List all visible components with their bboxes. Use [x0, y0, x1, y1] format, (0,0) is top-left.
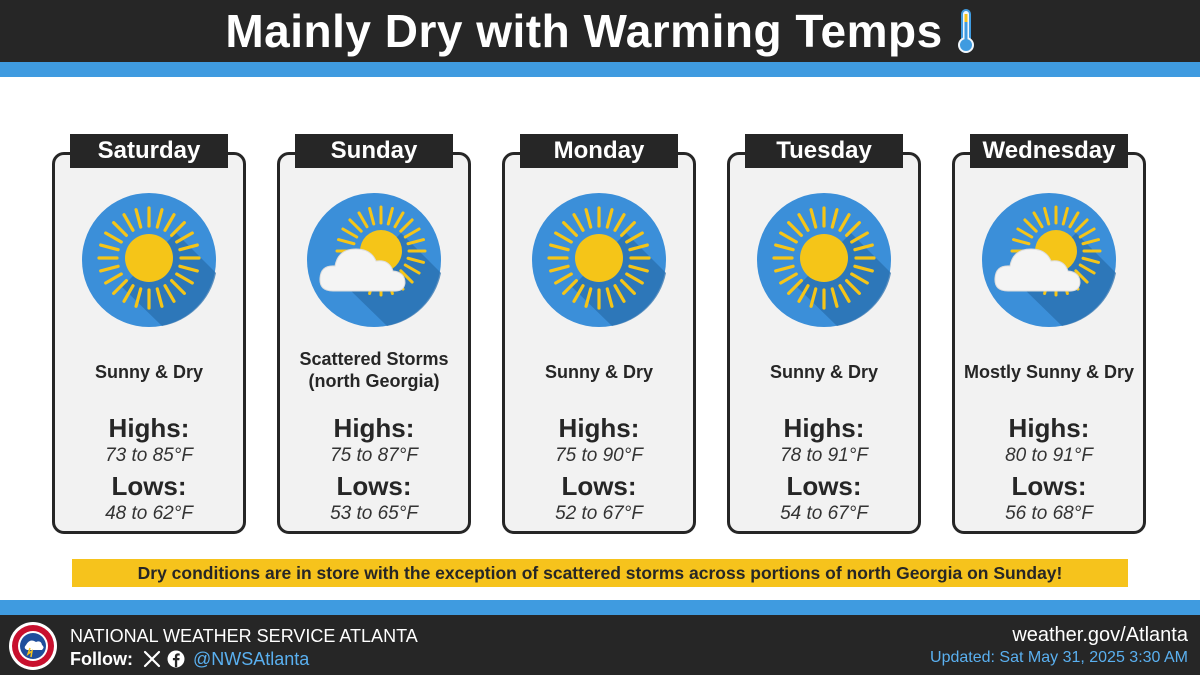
office-name: NATIONAL WEATHER SERVICE ATLANTA	[70, 626, 418, 646]
highs-range: 78 to 91°F	[780, 445, 868, 466]
highs-range: 80 to 91°F	[1005, 445, 1093, 466]
lows-label: Lows:	[561, 471, 637, 501]
lows-range: 52 to 67°F	[555, 503, 643, 524]
forecast-card: Mostly Sunny & Dry Highs: 80 to 91°F Lows: 5…	[952, 152, 1146, 534]
highs-label: Highs:	[558, 413, 640, 443]
updated-timestamp: Updated: Sat May 31, 2025 3:30 AM	[930, 649, 1188, 666]
footer-bar: NATIONAL WEATHER SERVICE ATLANTA Follow:…	[0, 615, 1200, 675]
social-handle-link[interactable]: @NWSAtlanta	[192, 648, 310, 669]
forecast-card: Sunny & Dry Highs: 78 to 91°F Lows: 54 to 67…	[727, 152, 921, 534]
highs-range: 73 to 85°F	[105, 445, 193, 466]
highs-label: Highs:	[333, 413, 415, 443]
highs-label: Highs:	[108, 413, 190, 443]
facebook-icon[interactable]	[167, 650, 185, 668]
lows-range: 54 to 67°F	[780, 503, 868, 524]
lows-label: Lows:	[1011, 471, 1087, 501]
top-accent-band	[0, 62, 1200, 77]
condition-text: Scattered Storms (north Georgia)	[299, 349, 449, 391]
lows-label: Lows:	[336, 471, 412, 501]
day-tab-monday: Monday	[520, 134, 678, 168]
nws-logo-icon	[9, 622, 57, 670]
sunny-icon	[82, 193, 216, 327]
x-icon[interactable]	[143, 650, 161, 668]
header-bar: Mainly Dry with Warming Temps	[0, 0, 1200, 62]
day-tab-saturday: Saturday	[70, 134, 228, 168]
forecast-card: Scattered Storms (north Georgia) Highs: 75…	[277, 152, 471, 534]
lows-label: Lows:	[786, 471, 862, 501]
partly-cloudy-icon	[982, 193, 1116, 327]
highs-label: Highs:	[1008, 413, 1090, 443]
weather-icon-wrap	[305, 191, 443, 329]
highs-range: 75 to 87°F	[330, 445, 418, 466]
thermometer-icon	[957, 9, 974, 53]
partly-cloudy-icon	[307, 193, 441, 327]
day-tab-wednesday: Wednesday	[970, 134, 1128, 168]
summary-banner: Dry conditions are in store with the exc…	[72, 559, 1128, 587]
day-tab-tuesday: Tuesday	[745, 134, 903, 168]
forecast-card: Sunny & Dry Highs: 75 to 90°F Lows: 52 to 67…	[502, 152, 696, 534]
lows-range: 53 to 65°F	[330, 503, 418, 524]
sunny-icon	[532, 193, 666, 327]
lows-range: 56 to 68°F	[1005, 503, 1093, 524]
sunny-icon	[757, 193, 891, 327]
bottom-accent-band	[0, 600, 1200, 615]
follow-label: Follow:	[70, 648, 133, 669]
website-link[interactable]: weather.gov/Atlanta	[1012, 624, 1188, 646]
weather-icon-wrap	[80, 191, 218, 329]
condition-text: Sunny & Dry	[544, 362, 654, 382]
weather-icon-wrap	[755, 191, 893, 329]
lows-label: Lows:	[111, 471, 187, 501]
page-title: Mainly Dry with Warming Temps	[225, 5, 943, 57]
forecast-card: Sunny & Dry Highs: 73 to 85°F Lows: 48 to 62…	[52, 152, 246, 534]
weather-icon-wrap	[530, 191, 668, 329]
social-follow: Follow: @NWSAtlanta	[70, 648, 309, 670]
day-tab-sunday: Sunday	[295, 134, 453, 168]
condition-text: Mostly Sunny & Dry	[963, 362, 1135, 382]
lows-range: 48 to 62°F	[105, 503, 193, 524]
highs-label: Highs:	[783, 413, 865, 443]
condition-text: Sunny & Dry	[94, 362, 204, 382]
weather-icon-wrap	[980, 191, 1118, 329]
condition-text: Sunny & Dry	[769, 362, 879, 382]
highs-range: 75 to 90°F	[555, 445, 643, 466]
